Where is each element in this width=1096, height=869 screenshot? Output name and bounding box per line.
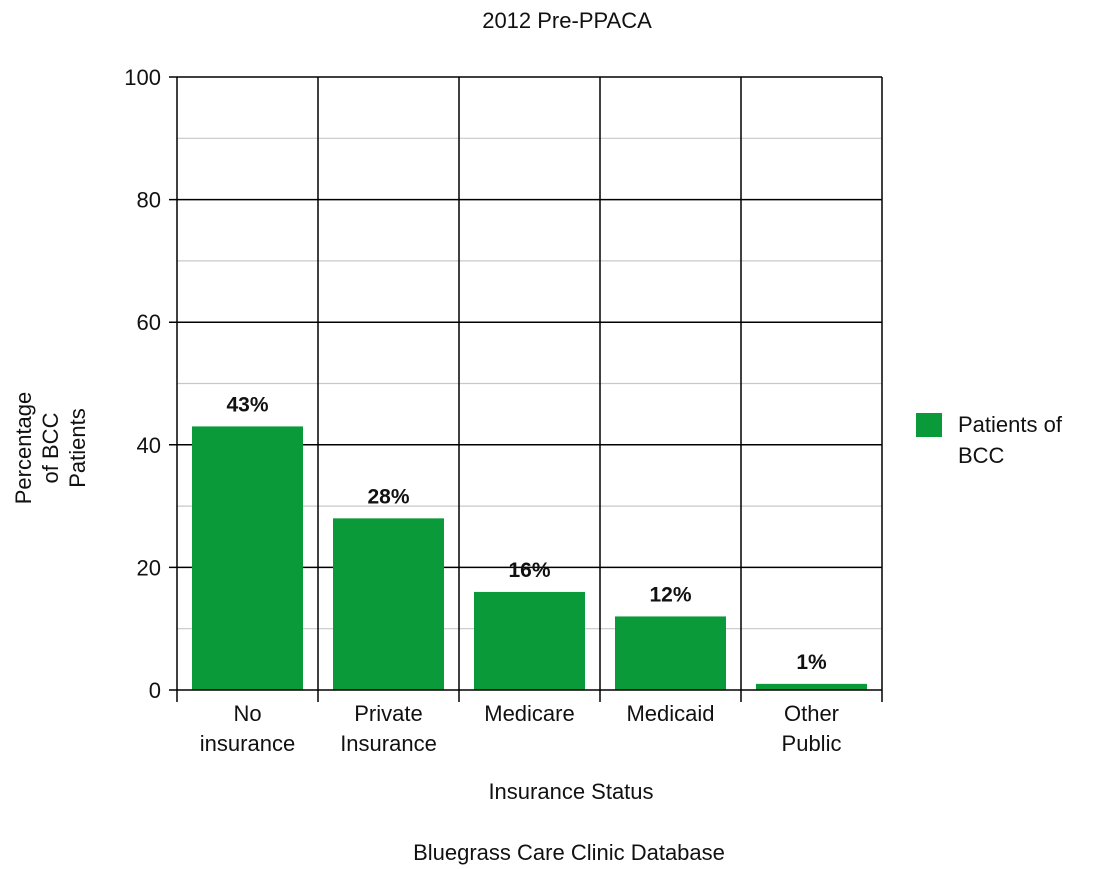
bars: 43% 28% 16% 12% 1% <box>192 393 867 690</box>
y-tick-label: 80 <box>137 188 161 213</box>
y-axis-title-text: Percentageof BCCPatients <box>11 392 90 505</box>
y-tick-label: 100 <box>124 65 161 90</box>
bar <box>192 426 303 690</box>
x-tick-label: Other Public <box>782 701 842 756</box>
x-tick-label: Medicare <box>484 701 574 726</box>
y-tick-label: 40 <box>137 433 161 458</box>
x-tick-label: Medicaid <box>626 701 714 726</box>
bar <box>474 591 585 690</box>
bar-value-label: 43% <box>226 393 268 416</box>
bar-value-label: 12% <box>649 583 691 606</box>
legend-swatch <box>916 413 942 437</box>
x-tick-label: Private Insurance <box>340 701 437 756</box>
bar <box>615 616 726 690</box>
chart-title: 2012 Pre-PPACA <box>482 8 652 33</box>
y-axis-title: Percentageof BCCPatients <box>11 392 90 505</box>
axes: 0 20 40 60 80 100 No insurance Private Insurance M… <box>124 65 883 756</box>
bar-value-label: 1% <box>796 651 827 674</box>
y-tick-label: 0 <box>149 678 161 703</box>
y-tick-label: 20 <box>137 555 161 580</box>
legend-label: Patients of BCC <box>958 412 1063 468</box>
x-tick-label: No insurance <box>200 701 295 756</box>
bar <box>756 683 867 690</box>
bar <box>333 518 444 690</box>
bar-value-label: 28% <box>367 485 409 508</box>
legend: Patients of BCC <box>916 412 1063 468</box>
bar-value-label: 16% <box>508 559 550 582</box>
footer-source: Bluegrass Care Clinic Database <box>413 840 725 865</box>
y-tick-label: 60 <box>137 310 161 335</box>
x-axis-title: Insurance Status <box>488 779 653 804</box>
